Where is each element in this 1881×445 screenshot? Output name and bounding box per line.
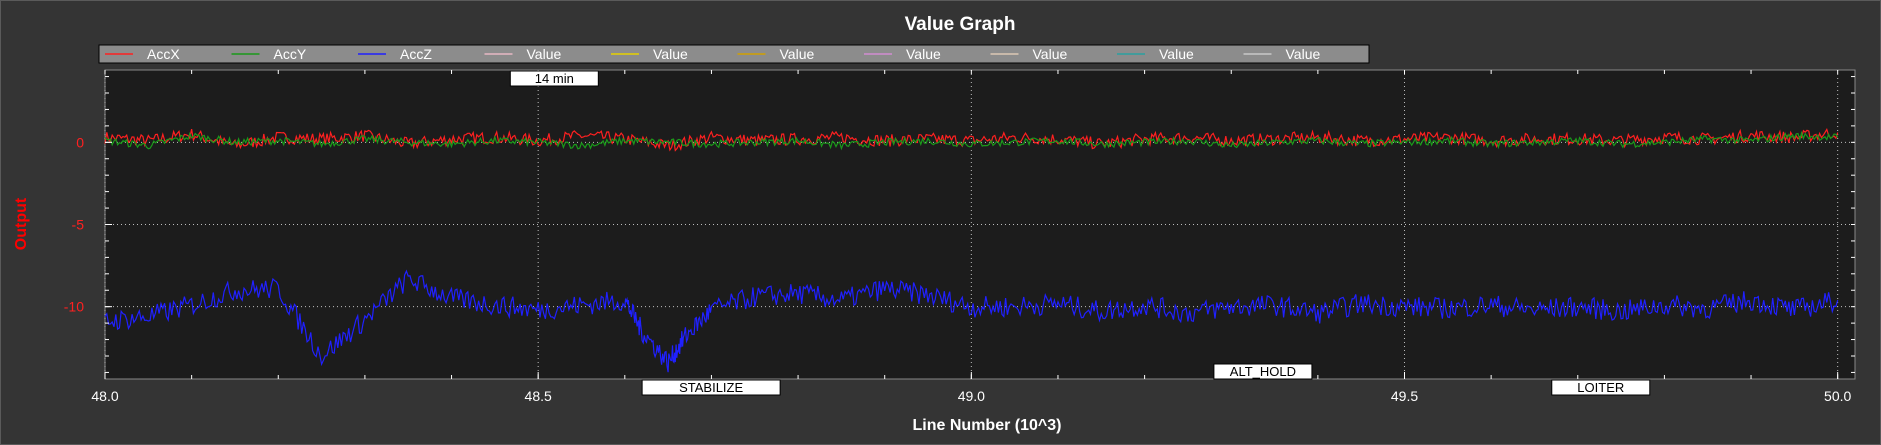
x-tick-label: 48.0 — [91, 388, 118, 404]
legend-label: Value — [527, 46, 562, 62]
y-tick-label: 0 — [76, 134, 84, 150]
legend-item-5[interactable]: Value — [611, 46, 688, 62]
legend-label: Value — [653, 46, 688, 62]
y-tick-label: -5 — [72, 217, 85, 233]
legend-item-10[interactable]: Value — [1243, 46, 1321, 62]
annotation-14-min: 14 min — [509, 70, 599, 87]
legend-label: Value — [1159, 46, 1194, 62]
annotation-loiter: LOITER — [1551, 379, 1651, 396]
legend-item-3[interactable]: AccZ — [358, 46, 432, 62]
annotation-label: LOITER — [1577, 380, 1624, 395]
x-tick-label: 48.5 — [525, 388, 552, 404]
legend-item-6[interactable]: Value — [737, 46, 815, 62]
series-line-accy — [104, 130, 1839, 151]
series-layer[interactable] — [104, 128, 1839, 373]
y-tick-label: -10 — [64, 299, 84, 315]
legend-label: Value — [1286, 46, 1321, 62]
annotation-stabilize: STABILIZE — [641, 379, 781, 396]
legend-box — [98, 44, 1370, 64]
annotation-box — [509, 70, 599, 87]
x-tick-label: 49.5 — [1391, 388, 1418, 404]
annotation-box — [641, 379, 781, 396]
plot-area — [104, 69, 1856, 380]
annotation-box — [1551, 379, 1651, 396]
legend-label: AccX — [147, 46, 180, 62]
legend-label: Value — [780, 46, 815, 62]
x-axis-ticks: 48.0 48.5 49.0 49.5 50.0 — [91, 70, 1852, 404]
legend-item-2[interactable]: AccY — [231, 46, 307, 62]
annotation-label: 14 min — [535, 71, 574, 86]
legend-label: AccY — [274, 46, 307, 62]
annotation-alt-hold: ALT_HOLD — [1213, 363, 1313, 380]
series-line-accx — [104, 128, 1839, 152]
legend-item-4[interactable]: Value — [484, 46, 562, 62]
chart-title: Value Graph — [905, 14, 1016, 35]
mode-annotations: 14 min STABILIZE ALT_HOLD LOITER — [509, 70, 1651, 396]
y-axis-ticks: 0 -5 -10 — [64, 76, 1855, 373]
legend-label: Value — [906, 46, 941, 62]
series-line-accz — [104, 269, 1839, 373]
legend-label: AccZ — [400, 46, 432, 62]
annotation-box — [1213, 363, 1313, 380]
legend-item-7[interactable]: Value — [864, 46, 941, 62]
legend-item-1[interactable]: AccX — [105, 46, 180, 62]
y-axis-label: Output — [13, 197, 30, 250]
annotation-label: ALT_HOLD — [1230, 364, 1296, 379]
x-tick-label: 50.0 — [1824, 388, 1851, 404]
legend-item-9[interactable]: Value — [1117, 46, 1194, 62]
x-axis-label: Line Number (10^3) — [913, 417, 1062, 434]
legend: AccX AccY AccZ Value Value Value Value Value Val… — [105, 46, 1320, 62]
legend-item-8[interactable]: Value — [990, 46, 1068, 62]
legend-label: Value — [1033, 46, 1068, 62]
x-tick-label: 49.0 — [958, 388, 985, 404]
annotation-label: STABILIZE — [679, 380, 743, 395]
